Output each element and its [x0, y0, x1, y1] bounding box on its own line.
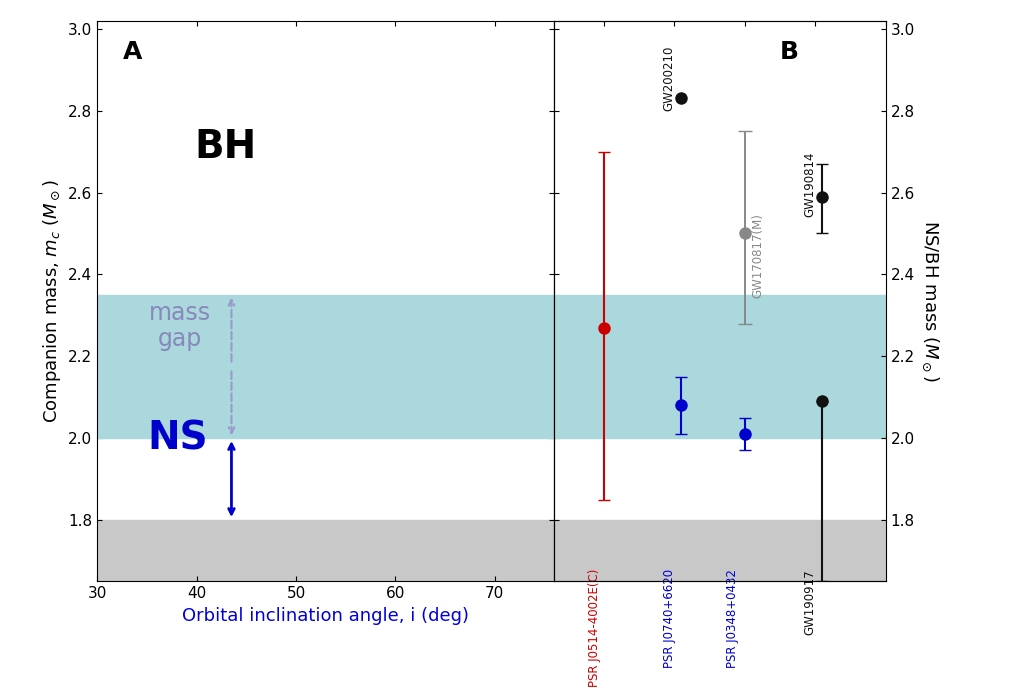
Y-axis label: NS/BH mass ($M_\odot$): NS/BH mass ($M_\odot$)	[920, 220, 940, 382]
Bar	[554, 520, 886, 581]
Bar	[97, 295, 554, 438]
X-axis label: Orbital inclination angle, i (deg): Orbital inclination angle, i (deg)	[182, 607, 469, 625]
Text: BH: BH	[195, 128, 256, 166]
Bar	[554, 295, 886, 438]
Text: GW170817(M): GW170817(M)	[751, 213, 764, 298]
Y-axis label: Companion mass, $m_c$ ($M_\odot$): Companion mass, $m_c$ ($M_\odot$)	[41, 180, 62, 422]
Text: A: A	[123, 41, 141, 64]
Text: mass
gap: mass gap	[148, 301, 211, 351]
Text: PSR J0514-4002E(C): PSR J0514-4002E(C)	[588, 569, 601, 687]
Text: GW200210: GW200210	[663, 45, 676, 111]
Bar	[97, 520, 554, 581]
Text: NS: NS	[147, 420, 208, 458]
Text: PSR J0348+0432: PSR J0348+0432	[726, 569, 739, 668]
Text: GW190814: GW190814	[804, 151, 817, 217]
Text: PSR J0740+6620: PSR J0740+6620	[663, 569, 676, 668]
Text: B: B	[779, 41, 799, 64]
Text: GW190917: GW190917	[804, 569, 817, 635]
